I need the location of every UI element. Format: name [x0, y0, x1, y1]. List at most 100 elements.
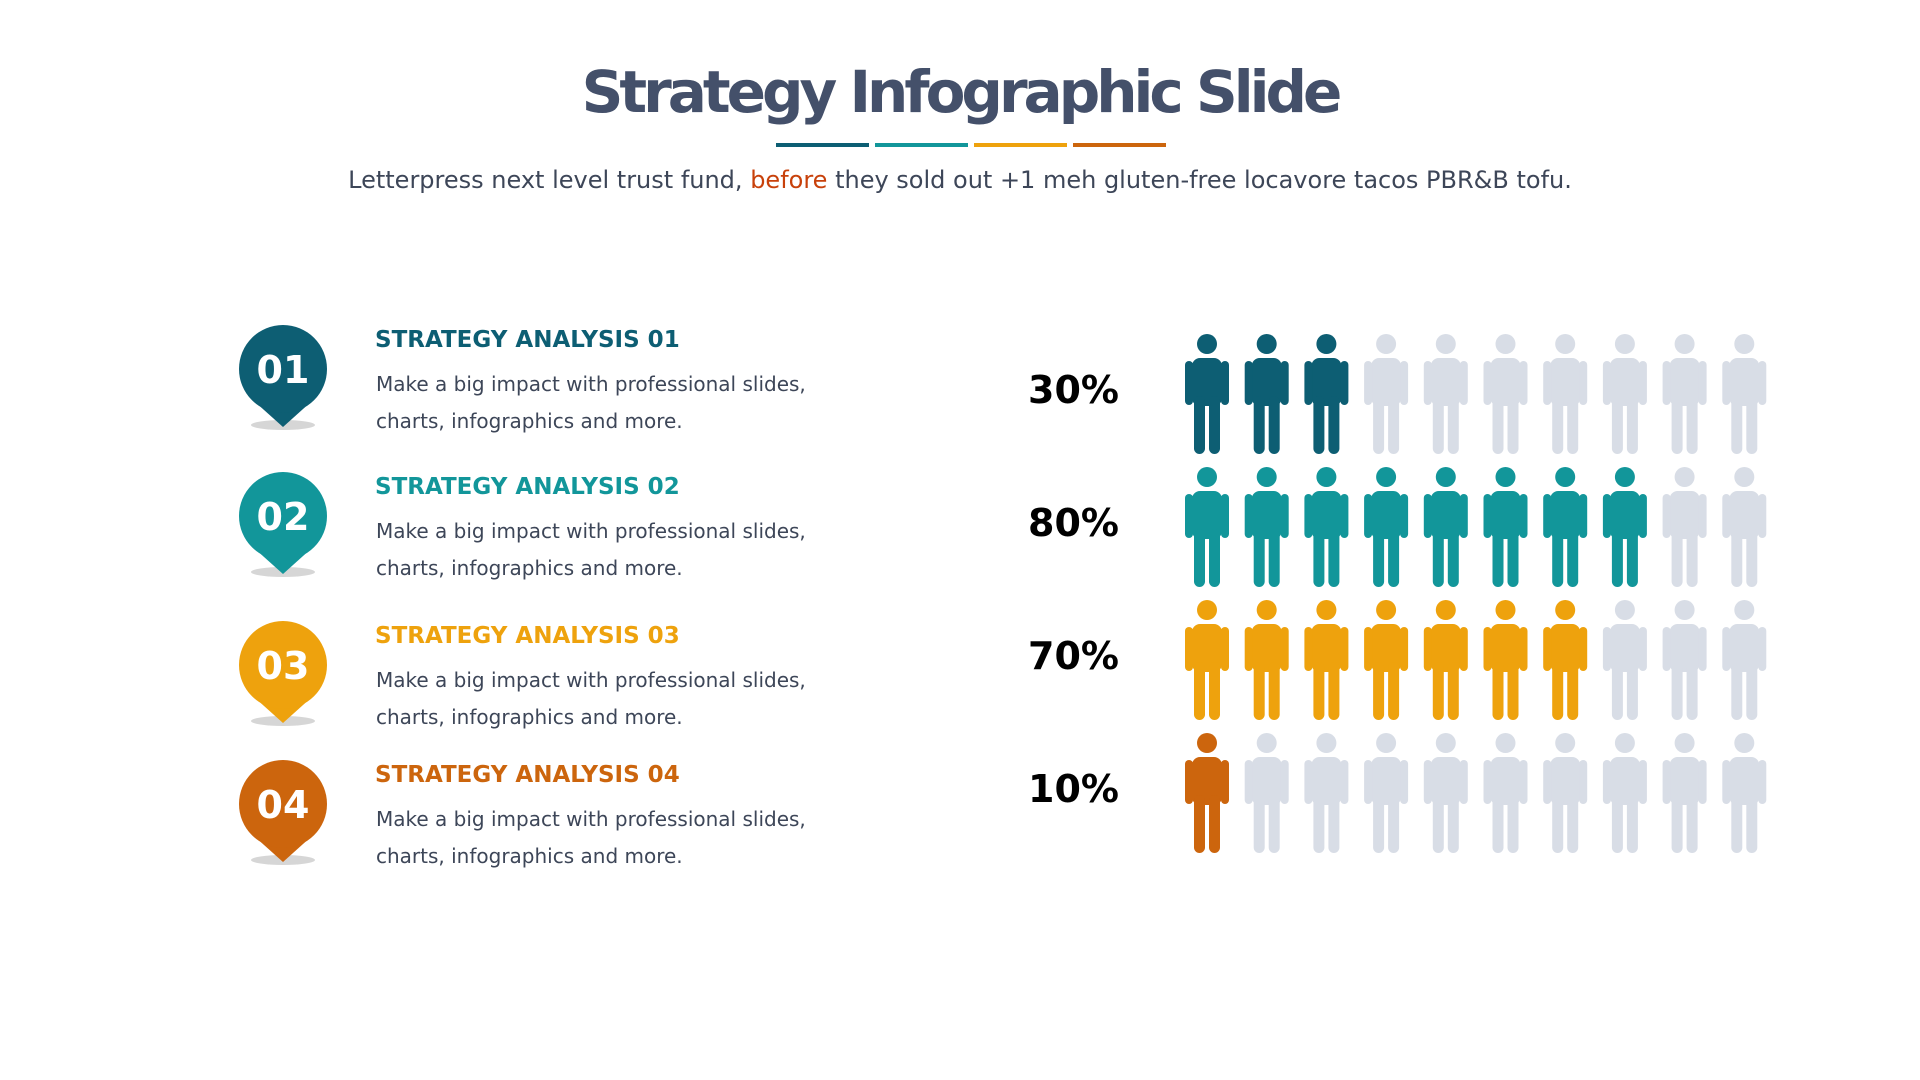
icon-leg [1746, 529, 1758, 587]
icon-head [1495, 600, 1516, 620]
icon-head [1197, 733, 1217, 753]
person-icon [1483, 733, 1528, 853]
icon-head [1555, 733, 1576, 753]
icon-head [1256, 334, 1277, 354]
icon-head [1197, 334, 1217, 354]
icon-leg [1432, 396, 1444, 454]
icon-body [1669, 624, 1700, 672]
person-icon [1483, 600, 1528, 720]
icon-head [1316, 733, 1337, 753]
icon-arm [1340, 361, 1349, 405]
icon-leg [1492, 529, 1504, 587]
icon-leg [1507, 795, 1519, 853]
icon-leg [1567, 396, 1579, 454]
icon-body [1371, 757, 1402, 805]
percent-label: 30% [1028, 368, 1119, 412]
icon-body [1669, 491, 1700, 539]
icon-leg [1626, 795, 1638, 853]
icon-leg [1388, 529, 1400, 587]
icon-leg [1746, 662, 1758, 720]
icon-arm [1459, 494, 1468, 538]
icon-arm [1543, 361, 1552, 405]
icon-arm [1304, 760, 1313, 804]
item-text: Make a big impact with professional slid… [376, 372, 806, 433]
icon-arm [1543, 627, 1552, 671]
icon-leg [1194, 529, 1205, 587]
icon-head [1435, 334, 1456, 354]
icon-arm [1340, 760, 1349, 804]
percent-label: 70% [1028, 634, 1119, 678]
icon-leg [1194, 396, 1205, 454]
item-title: STRATEGY ANALYSIS 01 [375, 327, 680, 353]
person-icon [1543, 733, 1588, 853]
pin-number: 01 [257, 348, 310, 392]
icon-leg [1492, 396, 1504, 454]
icon-leg [1253, 795, 1265, 853]
icon-head [1495, 334, 1516, 354]
icon-leg [1388, 795, 1400, 853]
icon-leg [1746, 396, 1758, 454]
icon-head [1734, 467, 1755, 487]
icon-leg [1253, 396, 1265, 454]
icon-head [1316, 334, 1337, 354]
person-icon [1423, 600, 1468, 720]
icon-arm [1423, 361, 1432, 405]
icon-leg [1328, 662, 1340, 720]
icon-body [1192, 491, 1222, 539]
title-underline [974, 143, 1067, 147]
person-icon [1423, 733, 1468, 853]
item-title: STRATEGY ANALYSIS 02 [375, 474, 680, 500]
icon-leg [1313, 529, 1325, 587]
person-icon [1722, 334, 1767, 454]
icon-head [1674, 467, 1695, 487]
subtitle-text: they sold out +1 meh gluten-free locavor… [835, 166, 1572, 194]
person-icon [1662, 334, 1707, 454]
title-underline [1073, 143, 1166, 147]
icon-body [1192, 757, 1222, 805]
title-underline [875, 143, 968, 147]
icon-leg [1253, 529, 1265, 587]
icon-arm [1221, 361, 1229, 405]
icon-arm [1519, 361, 1528, 405]
person-icon [1423, 334, 1468, 454]
icon-arm [1483, 494, 1492, 538]
icon-head [1734, 733, 1755, 753]
icon-arm [1185, 760, 1193, 804]
person-icon [1244, 467, 1289, 587]
icon-head [1197, 467, 1217, 487]
icon-arm [1662, 361, 1671, 405]
icon-leg [1313, 662, 1325, 720]
person-icon [1543, 334, 1588, 454]
icon-leg [1328, 795, 1340, 853]
icon-body [1609, 358, 1640, 406]
icon-body [1729, 358, 1760, 406]
icon-head [1376, 467, 1397, 487]
pin [239, 472, 327, 560]
icon-arm [1662, 627, 1671, 671]
icon-arm [1698, 760, 1707, 804]
icon-leg [1194, 795, 1205, 853]
icon-leg [1746, 795, 1758, 853]
icon-arm [1698, 627, 1707, 671]
person-icon [1244, 600, 1289, 720]
icon-head [1435, 467, 1456, 487]
icon-arm [1602, 494, 1611, 538]
icon-head [1495, 733, 1516, 753]
icon-arm [1543, 494, 1552, 538]
person-icon [1543, 467, 1588, 587]
icon-head [1256, 467, 1277, 487]
icon-body [1371, 491, 1402, 539]
person-icon [1244, 733, 1289, 853]
person-icon [1602, 733, 1647, 853]
icon-leg [1373, 529, 1385, 587]
icon-arm [1280, 494, 1289, 538]
icon-arm [1758, 494, 1767, 538]
slide-title: Strategy Infographic Slide [581, 58, 1343, 126]
icon-head [1614, 733, 1635, 753]
item-text: Make a big impact with professional slid… [376, 668, 806, 729]
icon-leg [1686, 795, 1698, 853]
icon-arm [1364, 760, 1373, 804]
person-icon [1423, 467, 1468, 587]
icon-arm [1340, 494, 1349, 538]
icon-arm [1423, 494, 1432, 538]
